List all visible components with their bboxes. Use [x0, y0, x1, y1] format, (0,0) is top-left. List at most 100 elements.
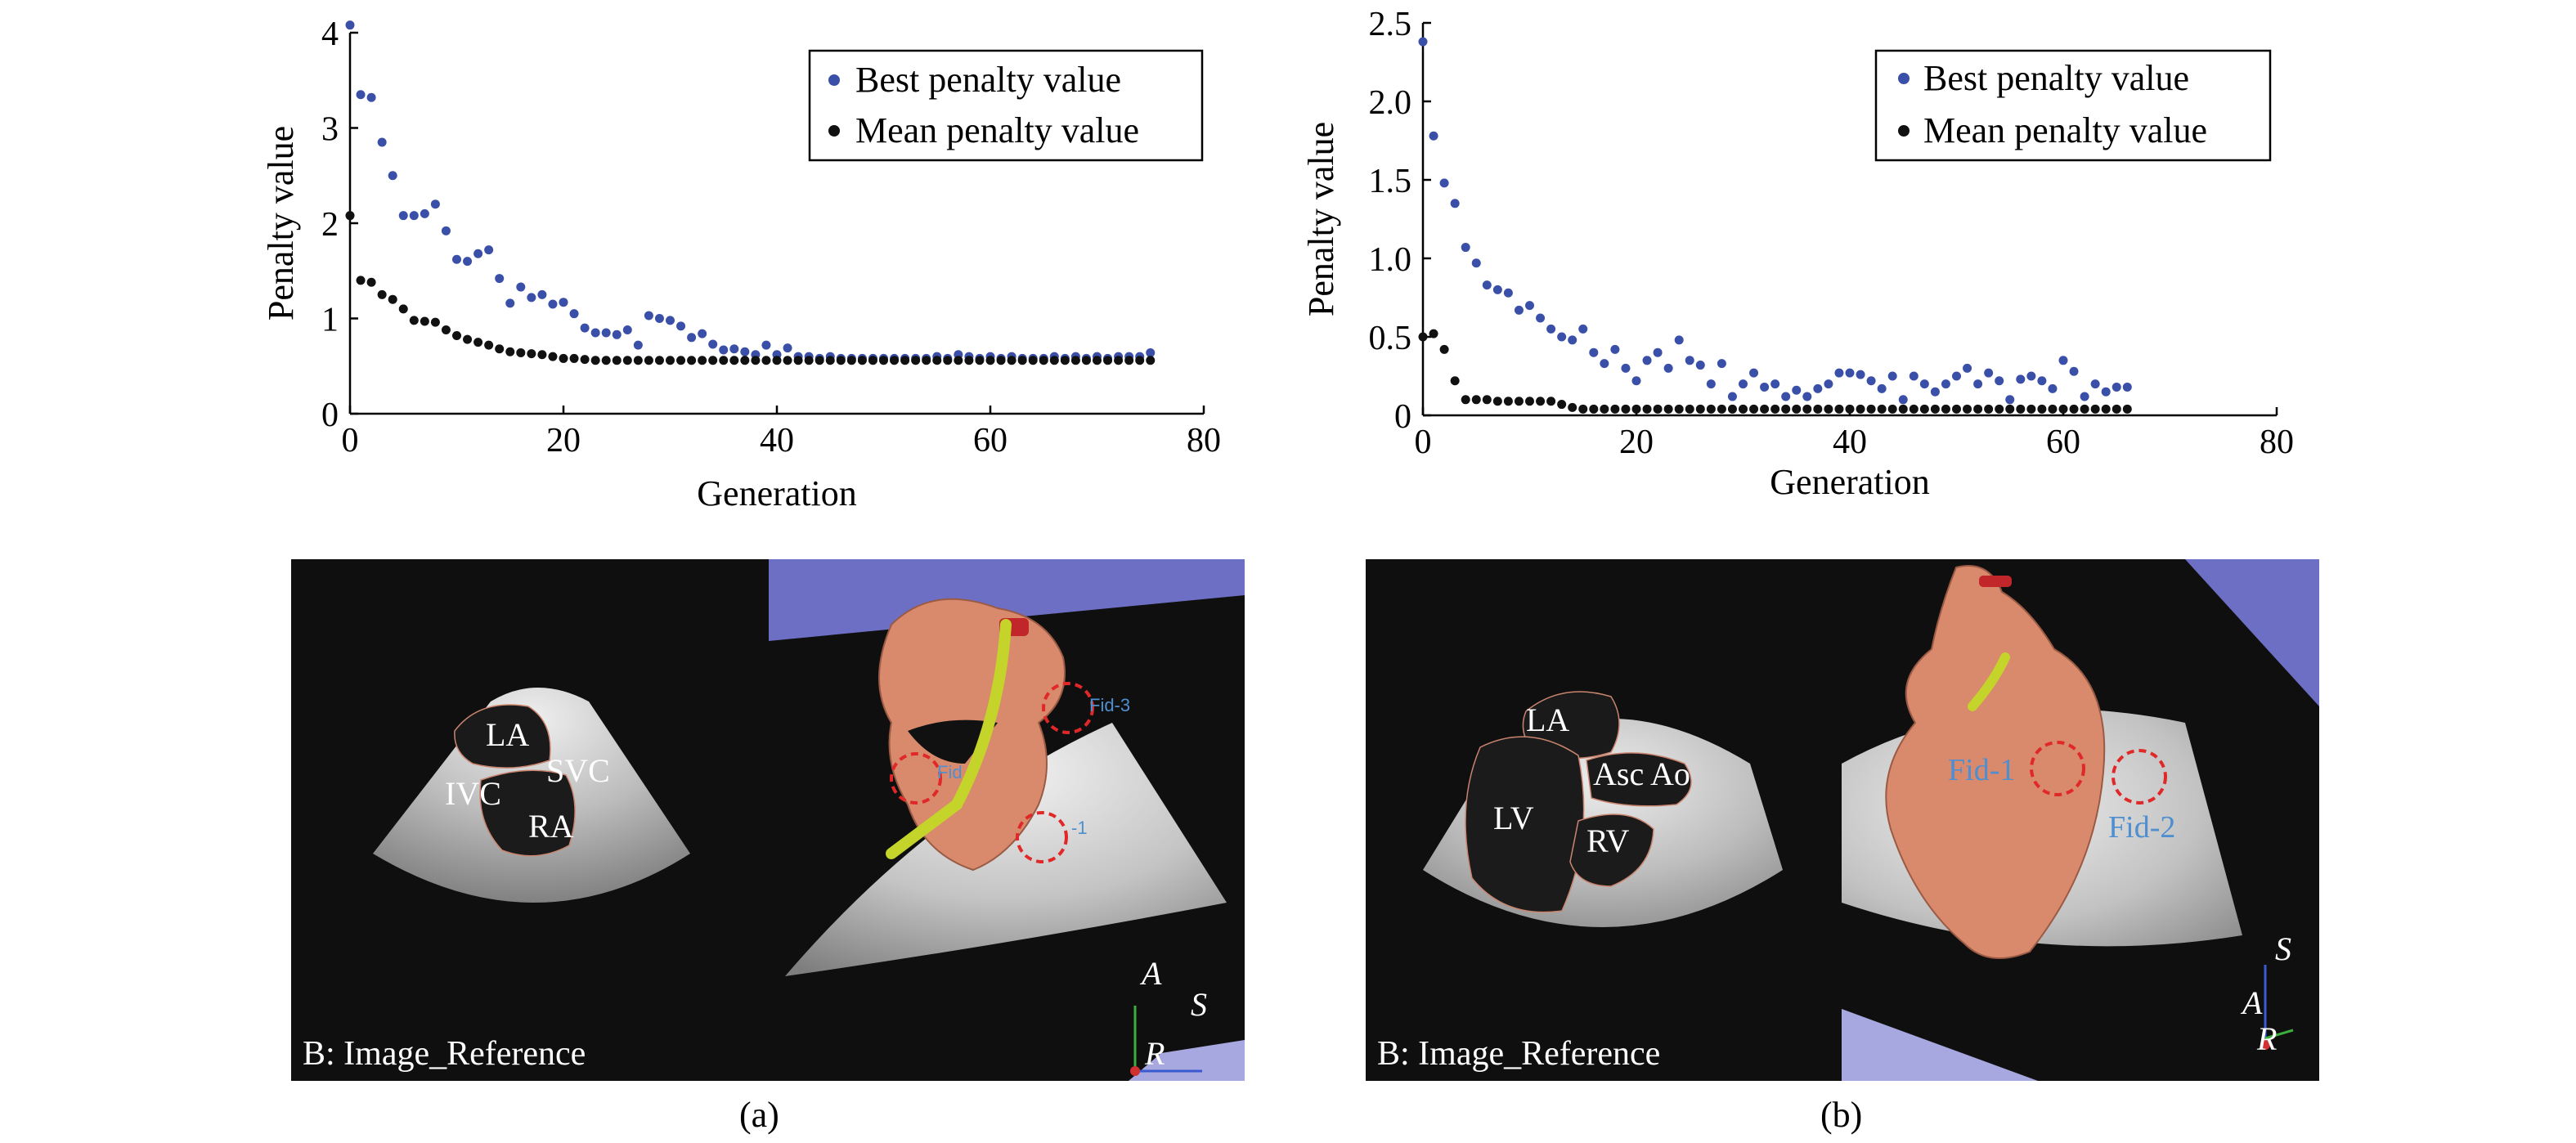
- fid-ring-2: [890, 752, 942, 805]
- point-a-mean-4: [388, 294, 397, 304]
- caption-a: (a): [739, 1095, 779, 1135]
- point-b-best-14: [1568, 335, 1577, 345]
- point-a-mean-39: [761, 356, 771, 365]
- point-b-mean-39: [1834, 404, 1844, 414]
- point-a-mean-72: [1114, 356, 1124, 365]
- point-b-mean-59: [2048, 404, 2058, 414]
- point-a-mean-1: [356, 276, 366, 285]
- point-b-mean-3: [1450, 376, 1460, 386]
- point-a-mean-8: [430, 317, 440, 327]
- point-b-mean-20: [1631, 404, 1641, 414]
- point-b-mean-5: [1471, 395, 1481, 405]
- point-a-mean-16: [516, 347, 526, 357]
- point-a-best-8: [430, 199, 440, 209]
- point-b-best-36: [1802, 392, 1812, 401]
- point-a-mean-9: [441, 325, 451, 334]
- point-b-best-27: [1706, 379, 1716, 389]
- point-b-mean-45: [1898, 404, 1908, 414]
- point-b-best-59: [2048, 383, 2058, 393]
- point-a-mean-71: [1103, 356, 1113, 365]
- point-a-best-33: [698, 329, 707, 338]
- point-b-mean-15: [1578, 404, 1588, 414]
- point-a-best-0: [345, 20, 355, 30]
- point-a-best-12: [473, 249, 483, 258]
- y-tick-label-b-2: 1.0: [1369, 241, 1412, 279]
- point-b-mean-4: [1461, 395, 1470, 405]
- point-b-best-12: [1546, 324, 1556, 334]
- point-a-mean-52: [900, 356, 910, 365]
- point-a-mean-12: [473, 338, 483, 347]
- y-tick-label-a-4: 4: [321, 16, 339, 53]
- point-b-mean-38: [1824, 404, 1833, 414]
- point-b-mean-29: [1727, 404, 1737, 414]
- point-b-mean-6: [1482, 395, 1492, 405]
- point-b-mean-19: [1621, 404, 1631, 414]
- point-b-best-41: [1856, 370, 1865, 379]
- point-a-mean-53: [911, 356, 921, 365]
- y-tick-label-b-0: 0: [1394, 398, 1411, 436]
- point-a-best-24: [601, 328, 611, 338]
- chart-a-xlabel: Generation: [697, 473, 856, 513]
- panel-b-3d: Fid-1 Fid-2 S A R: [1842, 559, 2319, 1081]
- point-b-best-47: [1919, 379, 1929, 389]
- chart-b-ticks: 0 20 40 60 80 0 0.5 1.0 1.5 2.0 2.5: [1369, 6, 2295, 461]
- point-a-mean-14: [495, 344, 505, 354]
- point-b-best-57: [2026, 371, 2036, 381]
- panel-a-slice: LA SVC IVC RA B: Image_Reference: [291, 559, 769, 1081]
- y-tick-label-a-2: 2: [321, 206, 339, 244]
- point-b-mean-7: [1492, 397, 1502, 406]
- point-b-mean-14: [1568, 402, 1577, 412]
- point-b-mean-31: [1749, 404, 1759, 414]
- label-svc: SVC: [546, 752, 610, 789]
- chart-b-marks: [1418, 37, 2132, 414]
- point-a-mean-65: [1039, 356, 1048, 365]
- point-b-mean-37: [1813, 404, 1823, 414]
- point-a-best-30: [666, 316, 675, 325]
- point-a-mean-44: [815, 356, 824, 365]
- legend-a-mean-marker: [828, 125, 840, 137]
- panel-b-3d-graphic: Fid-1 Fid-2 S A R: [1842, 559, 2319, 1081]
- legend-b-mean-label: Mean penalty value: [1923, 110, 2207, 150]
- legend-a-mean-label: Mean penalty value: [855, 110, 1139, 150]
- point-b-best-46: [1909, 371, 1919, 381]
- x-tick-label-a-3: 60: [973, 422, 1008, 459]
- point-b-mean-54: [1995, 404, 2004, 414]
- point-b-mean-23: [1663, 404, 1673, 414]
- point-a-best-26: [622, 325, 632, 334]
- point-a-mean-17: [527, 349, 536, 359]
- point-b-mean-2: [1439, 344, 1449, 354]
- point-b-best-34: [1781, 392, 1791, 401]
- point-b-mean-8: [1503, 397, 1513, 406]
- point-a-best-14: [495, 274, 505, 284]
- point-a-mean-74: [1135, 356, 1145, 365]
- point-a-mean-58: [964, 356, 974, 365]
- point-b-mean-51: [1963, 404, 1972, 414]
- point-a-best-35: [719, 345, 729, 355]
- point-b-mean-11: [1536, 397, 1546, 406]
- point-a-mean-73: [1124, 356, 1134, 365]
- point-a-mean-5: [398, 304, 408, 314]
- point-b-mean-65: [2112, 404, 2121, 414]
- chamber-ra: [479, 769, 576, 857]
- point-a-mean-22: [580, 355, 590, 365]
- point-b-best-64: [2101, 387, 2111, 397]
- point-b-best-29: [1727, 392, 1737, 401]
- axis-label-s: S: [2275, 930, 2291, 967]
- chart-a-ylabel: Penalty value: [261, 126, 301, 320]
- x-tick-label-a-0: 0: [342, 422, 359, 459]
- point-b-best-21: [1642, 356, 1652, 365]
- point-b-best-20: [1631, 376, 1641, 386]
- point-a-mean-34: [708, 356, 718, 365]
- point-a-best-32: [687, 333, 697, 343]
- point-b-best-37: [1813, 383, 1823, 393]
- point-a-best-6: [409, 211, 419, 221]
- point-b-mean-33: [1770, 404, 1780, 414]
- caption-b: (b): [1820, 1095, 1863, 1135]
- point-a-best-27: [633, 340, 643, 350]
- point-b-mean-64: [2101, 404, 2111, 414]
- legend-a-best-label: Best penalty value: [855, 60, 1121, 100]
- point-a-mean-66: [1049, 356, 1059, 365]
- y-tick-label-b-1: 0.5: [1369, 320, 1412, 357]
- point-b-best-16: [1589, 347, 1599, 357]
